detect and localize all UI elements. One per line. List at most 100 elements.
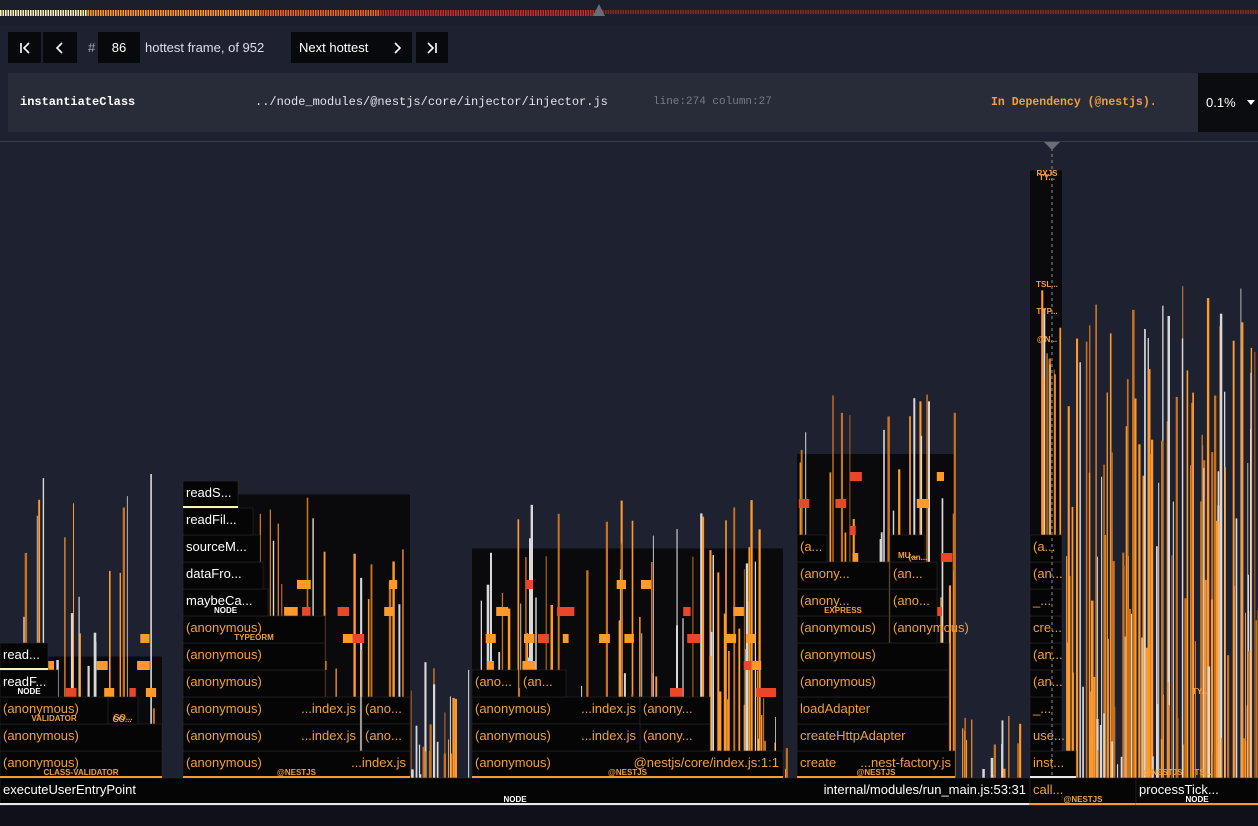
- flame-frame[interactable]: (anonymous): [796, 615, 890, 644]
- flame-frame-box[interactable]: [1029, 534, 1063, 563]
- flame-frame-box[interactable]: [796, 696, 950, 725]
- flame-frame[interactable]: readFil...: [182, 507, 254, 536]
- flame-frame[interactable]: create ...nest-factory.js@NESTJS: [796, 750, 956, 779]
- flame-frame[interactable]: loadAdapter: [796, 696, 950, 725]
- flame-frame-box[interactable]: [1029, 696, 1063, 725]
- flame-frame[interactable]: createHttpAdapter: [796, 723, 950, 752]
- overview-heat-strip[interactable]: [0, 0, 1258, 26]
- flame-frame-box[interactable]: [1029, 777, 1137, 806]
- flame-frame-box[interactable]: [0, 696, 109, 725]
- flame-graph[interactable]: executeUserEntryPoint internal/modules/ru…: [0, 141, 1258, 807]
- flame-graph-svg[interactable]: executeUserEntryPoint internal/modules/ru…: [0, 142, 1258, 807]
- flame-frame[interactable]: cre...: [1029, 615, 1063, 644]
- flame-frame[interactable]: (anonymous) ...index.js: [471, 696, 641, 725]
- flame-frame-box[interactable]: [107, 696, 139, 725]
- flame-frame[interactable]: read...: [0, 642, 49, 671]
- first-frame-button[interactable]: [8, 32, 41, 63]
- flame-frame[interactable]: (anonymous): [0, 723, 163, 752]
- flame-frame[interactable]: (an...: [1029, 561, 1063, 590]
- flame-frame[interactable]: GO...: [107, 696, 139, 725]
- flame-frame[interactable]: (anonymous) ...index.js: [182, 723, 361, 752]
- prev-frame-button[interactable]: [43, 32, 77, 63]
- flame-frame-box[interactable]: [182, 669, 326, 698]
- flame-frame[interactable]: (anonymous) @nestjs/core/index.js:1:1@NES…: [471, 750, 784, 779]
- flame-frame[interactable]: (anony...: [639, 696, 711, 725]
- flame-frame[interactable]: (anonymous)TYPEORM: [182, 615, 326, 644]
- flame-frame-box[interactable]: [182, 750, 411, 779]
- flame-frame[interactable]: (anony...EXPRESS: [796, 588, 890, 617]
- flame-frame-box[interactable]: [889, 534, 926, 563]
- flame-frame-box[interactable]: [471, 723, 641, 752]
- flame-frame-box[interactable]: [361, 723, 411, 752]
- flame-frame-box[interactable]: [0, 642, 49, 671]
- flame-frame-box[interactable]: [796, 561, 890, 590]
- flame-frame-box[interactable]: [1135, 777, 1258, 806]
- next-hottest-button[interactable]: Next hottest: [291, 32, 412, 63]
- flame-frame-box[interactable]: [182, 723, 361, 752]
- flame-frame-box[interactable]: [889, 588, 938, 617]
- flame-frame[interactable]: (an...: [1029, 642, 1063, 671]
- flame-frame[interactable]: (anony...: [796, 561, 890, 590]
- flame-frame[interactable]: (anonymous): [182, 669, 326, 698]
- flame-frame-box[interactable]: [182, 642, 326, 671]
- flame-frame[interactable]: (a...: [1029, 534, 1063, 563]
- flame-frame-box[interactable]: [519, 669, 567, 698]
- flame-frame[interactable]: (ano...: [471, 669, 519, 698]
- flame-frame[interactable]: (anonymous)VALIDATOR: [0, 696, 109, 725]
- flame-frame[interactable]: (anonymous): [182, 642, 326, 671]
- flame-frame[interactable]: _...: [1029, 588, 1063, 617]
- flame-frame-box[interactable]: [0, 723, 163, 752]
- flame-frame[interactable]: (a...: [796, 534, 828, 563]
- flame-frame-box[interactable]: [796, 723, 950, 752]
- flame-frame-box[interactable]: [1029, 669, 1063, 698]
- flame-frame[interactable]: (ano...: [361, 723, 411, 752]
- flame-frame[interactable]: (anonymous): [889, 615, 969, 644]
- flame-frame-box[interactable]: [471, 669, 519, 698]
- flame-frame[interactable]: executeUserEntryPoint internal/modules/ru…: [0, 777, 1031, 806]
- flame-frame[interactable]: maybeCa...NODE: [182, 588, 269, 617]
- flame-frame-box[interactable]: [0, 777, 1031, 806]
- flame-frame[interactable]: (ano...: [889, 588, 938, 617]
- flame-frame[interactable]: (anonymous) ...index.js @NESTJS: [182, 750, 411, 779]
- overview-strip-svg[interactable]: [0, 10, 1258, 18]
- flame-frame-box[interactable]: [796, 615, 890, 644]
- flame-frame[interactable]: (an...: [519, 669, 567, 698]
- flame-frame-box[interactable]: [1029, 588, 1063, 617]
- flame-frame-box[interactable]: [182, 507, 254, 536]
- flame-frame-box[interactable]: [1029, 750, 1077, 779]
- percent-dropdown[interactable]: 0.1%: [1198, 73, 1258, 132]
- flame-frame-box[interactable]: [796, 750, 956, 779]
- flame-frame[interactable]: readF...NODE: [0, 669, 59, 698]
- flame-frame[interactable]: dataFro...: [182, 561, 264, 590]
- flame-frame[interactable]: (anonymous) ...index.js: [182, 696, 361, 725]
- flame-frame-box[interactable]: [1029, 615, 1063, 644]
- flame-frame[interactable]: use...: [1029, 723, 1065, 752]
- flame-frame[interactable]: (an...: [889, 561, 938, 590]
- flame-frame[interactable]: readS...: [182, 480, 239, 509]
- last-frame-button[interactable]: [416, 32, 448, 63]
- flame-frame-box[interactable]: [182, 588, 269, 617]
- flame-frame[interactable]: sourceM...: [182, 534, 261, 563]
- flame-frame[interactable]: (anonymous): [796, 642, 950, 671]
- flame-frame[interactable]: (anony...: [639, 723, 711, 752]
- flame-frame[interactable]: (ano...: [361, 696, 411, 725]
- flame-frame-box[interactable]: [889, 615, 938, 644]
- flame-frame-box[interactable]: [1029, 723, 1063, 752]
- flame-frame[interactable]: MU...: [889, 534, 926, 563]
- flame-frame[interactable]: (anonymous)CLASS-VALIDATOR: [0, 750, 163, 779]
- flame-frame[interactable]: processTick...NODE: [1135, 777, 1258, 806]
- flame-frame-box[interactable]: [1029, 642, 1063, 671]
- flame-frame-box[interactable]: [361, 696, 411, 725]
- flame-frame-box[interactable]: [796, 534, 828, 563]
- flame-frame-box[interactable]: [182, 534, 261, 563]
- flame-frame[interactable]: (anonymous): [796, 669, 950, 698]
- flame-frame-box[interactable]: [182, 615, 326, 644]
- frame-number-input[interactable]: [98, 32, 140, 63]
- flame-frame[interactable]: (anonymous) ...index.js: [471, 723, 641, 752]
- flame-frame-box[interactable]: [0, 669, 59, 698]
- flame-frame-box[interactable]: [1029, 561, 1063, 590]
- flame-frame-box[interactable]: [182, 561, 264, 590]
- flame-frame[interactable]: (an...: [1029, 669, 1063, 698]
- flame-frame[interactable]: call...@NESTJS: [1029, 777, 1137, 806]
- flame-frame-box[interactable]: [182, 696, 361, 725]
